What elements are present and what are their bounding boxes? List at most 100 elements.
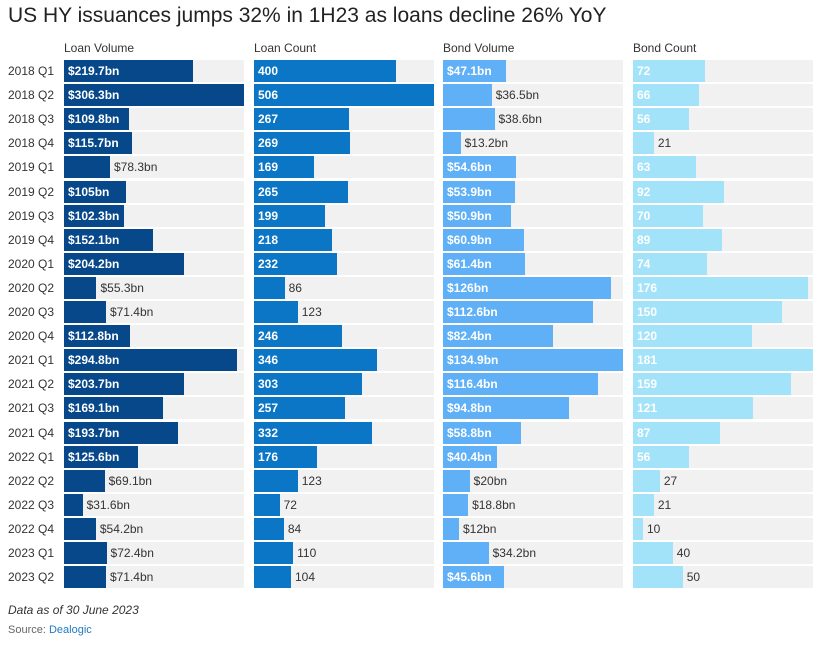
bond-volume-bar [443,422,522,444]
loan-count-bar [254,470,298,492]
loan-count-value-label: 269 [258,136,279,150]
bond-count-header: Bond Count [633,41,697,55]
loan-count-value-label: 123 [301,474,322,488]
bond-volume-bar [443,132,461,154]
bond-count-bar [633,518,643,540]
loan-volume-track: $152.1bn [64,229,244,251]
bond-count-track: 181 [633,349,813,371]
category-label: 2022 Q2 [8,474,55,488]
bond-count-track: 56 [633,108,813,130]
bond-count-track: 27 [633,470,813,492]
category-label: 2019 Q4 [8,233,55,247]
bond-count-value-label: 159 [637,377,658,391]
bond-volume-value-label: $38.6bn [498,112,542,126]
bond-count-value-label: 176 [637,281,658,295]
bond-volume-value-label: $112.6bn [447,305,498,319]
loan-count-value-label: 232 [258,257,279,271]
bond-count-value-label: 120 [637,329,658,343]
bond-volume-bar [443,373,599,395]
loan-count-value-label: 257 [258,401,279,415]
bond-count-bar [633,325,753,347]
loan-count-bar [254,229,332,251]
bond-count-value-label: 87 [637,426,651,440]
loan-count-value-label: 199 [258,209,279,223]
loan-count-track: 176 [254,446,434,468]
loan-count-bar [254,132,350,154]
bond-volume-value-label: $13.2bn [464,136,508,150]
bond-volume-track: $61.4bn [443,253,623,275]
bond-count-bar [633,253,707,275]
loan-volume-bar [64,422,178,444]
bond-volume-track: $94.8bn [443,397,623,419]
loan-volume-track: $125.6bn [64,446,244,468]
loan-count-value-label: 86 [288,281,302,295]
bond-count-bar [633,229,722,251]
loan-volume-track: $115.7bn [64,132,244,154]
bond-count-value-label: 89 [637,233,651,247]
bond-volume-bar [443,566,504,588]
loan-count-bar [254,518,284,540]
bond-volume-header: Bond Volume [443,41,515,55]
loan-volume-track: $169.1bn [64,397,244,419]
loan-count-bar [254,566,291,588]
bond-volume-track: $126bn [443,277,623,299]
loan-count-track: 303 [254,373,434,395]
bond-volume-value-label: $61.4bn [447,257,492,271]
bond-volume-bar [443,84,492,106]
bond-count-value-label: 70 [637,209,651,223]
loan-volume-bar [64,470,105,492]
loan-volume-track: $55.3bn [64,277,244,299]
source-link[interactable]: Dealogic [48,624,92,636]
loan-count-bar [254,181,349,203]
bond-count-value-label: 21 [657,136,672,150]
category-label: 2023 Q2 [8,570,55,584]
bond-count-track: 92 [633,181,813,203]
category-label: 2020 Q1 [8,257,55,271]
loan-volume-bar [64,181,126,203]
bond-count-track: 121 [633,397,813,419]
bond-volume-value-label: $134.9bn [447,353,499,367]
loan-count-track: 110 [254,542,434,564]
bond-count-bar [633,349,813,371]
loan-count-track: 72 [254,494,434,516]
loan-count-track: 86 [254,277,434,299]
loan-volume-bar [64,349,238,371]
loan-count-track: 123 [254,301,434,323]
loan-count-bar [254,205,325,227]
bond-count-bar [633,156,696,178]
bond-count-value-label: 63 [637,160,651,174]
bond-count-bar [633,494,654,516]
loan-count-track: 265 [254,181,434,203]
loan-volume-bar [64,446,138,468]
loan-volume-track: $306.3bn [64,84,244,106]
bond-volume-track: $13.2bn [443,132,623,154]
bond-count-bar [633,205,703,227]
loan-count-value-label: 218 [258,233,279,247]
bond-volume-value-label: $58.8bn [447,426,492,440]
loan-count-bar [254,373,362,395]
bond-count-value-label: 21 [657,498,672,512]
loan-count-bar [254,494,280,516]
bond-volume-bar [443,518,459,540]
loan-volume-bar [64,566,106,588]
loan-volume-track: $105bn [64,181,244,203]
loan-count-track: 232 [254,253,434,275]
loan-volume-value-label: $102.3bn [68,209,120,223]
loan-count-bar [254,277,285,299]
loan-volume-bar [64,397,164,419]
bond-volume-track: $18.8bn [443,494,623,516]
loan-volume-bar [64,156,110,178]
category-label: 2020 Q2 [8,281,55,295]
loan-volume-track: $78.3bn [64,156,244,178]
loan-count-track: 506 [254,84,434,106]
loan-count-track: 257 [254,397,434,419]
loan-volume-track: $69.1bn [64,470,244,492]
loan-count-bar [254,446,317,468]
bond-count-bar [633,132,654,154]
loan-volume-bar [64,229,154,251]
bond-count-track: 50 [633,566,813,588]
loan-volume-bar [64,277,97,299]
bond-count-value-label: 10 [646,522,661,536]
category-label: 2019 Q2 [8,185,55,199]
source-label: Source: [8,624,46,636]
